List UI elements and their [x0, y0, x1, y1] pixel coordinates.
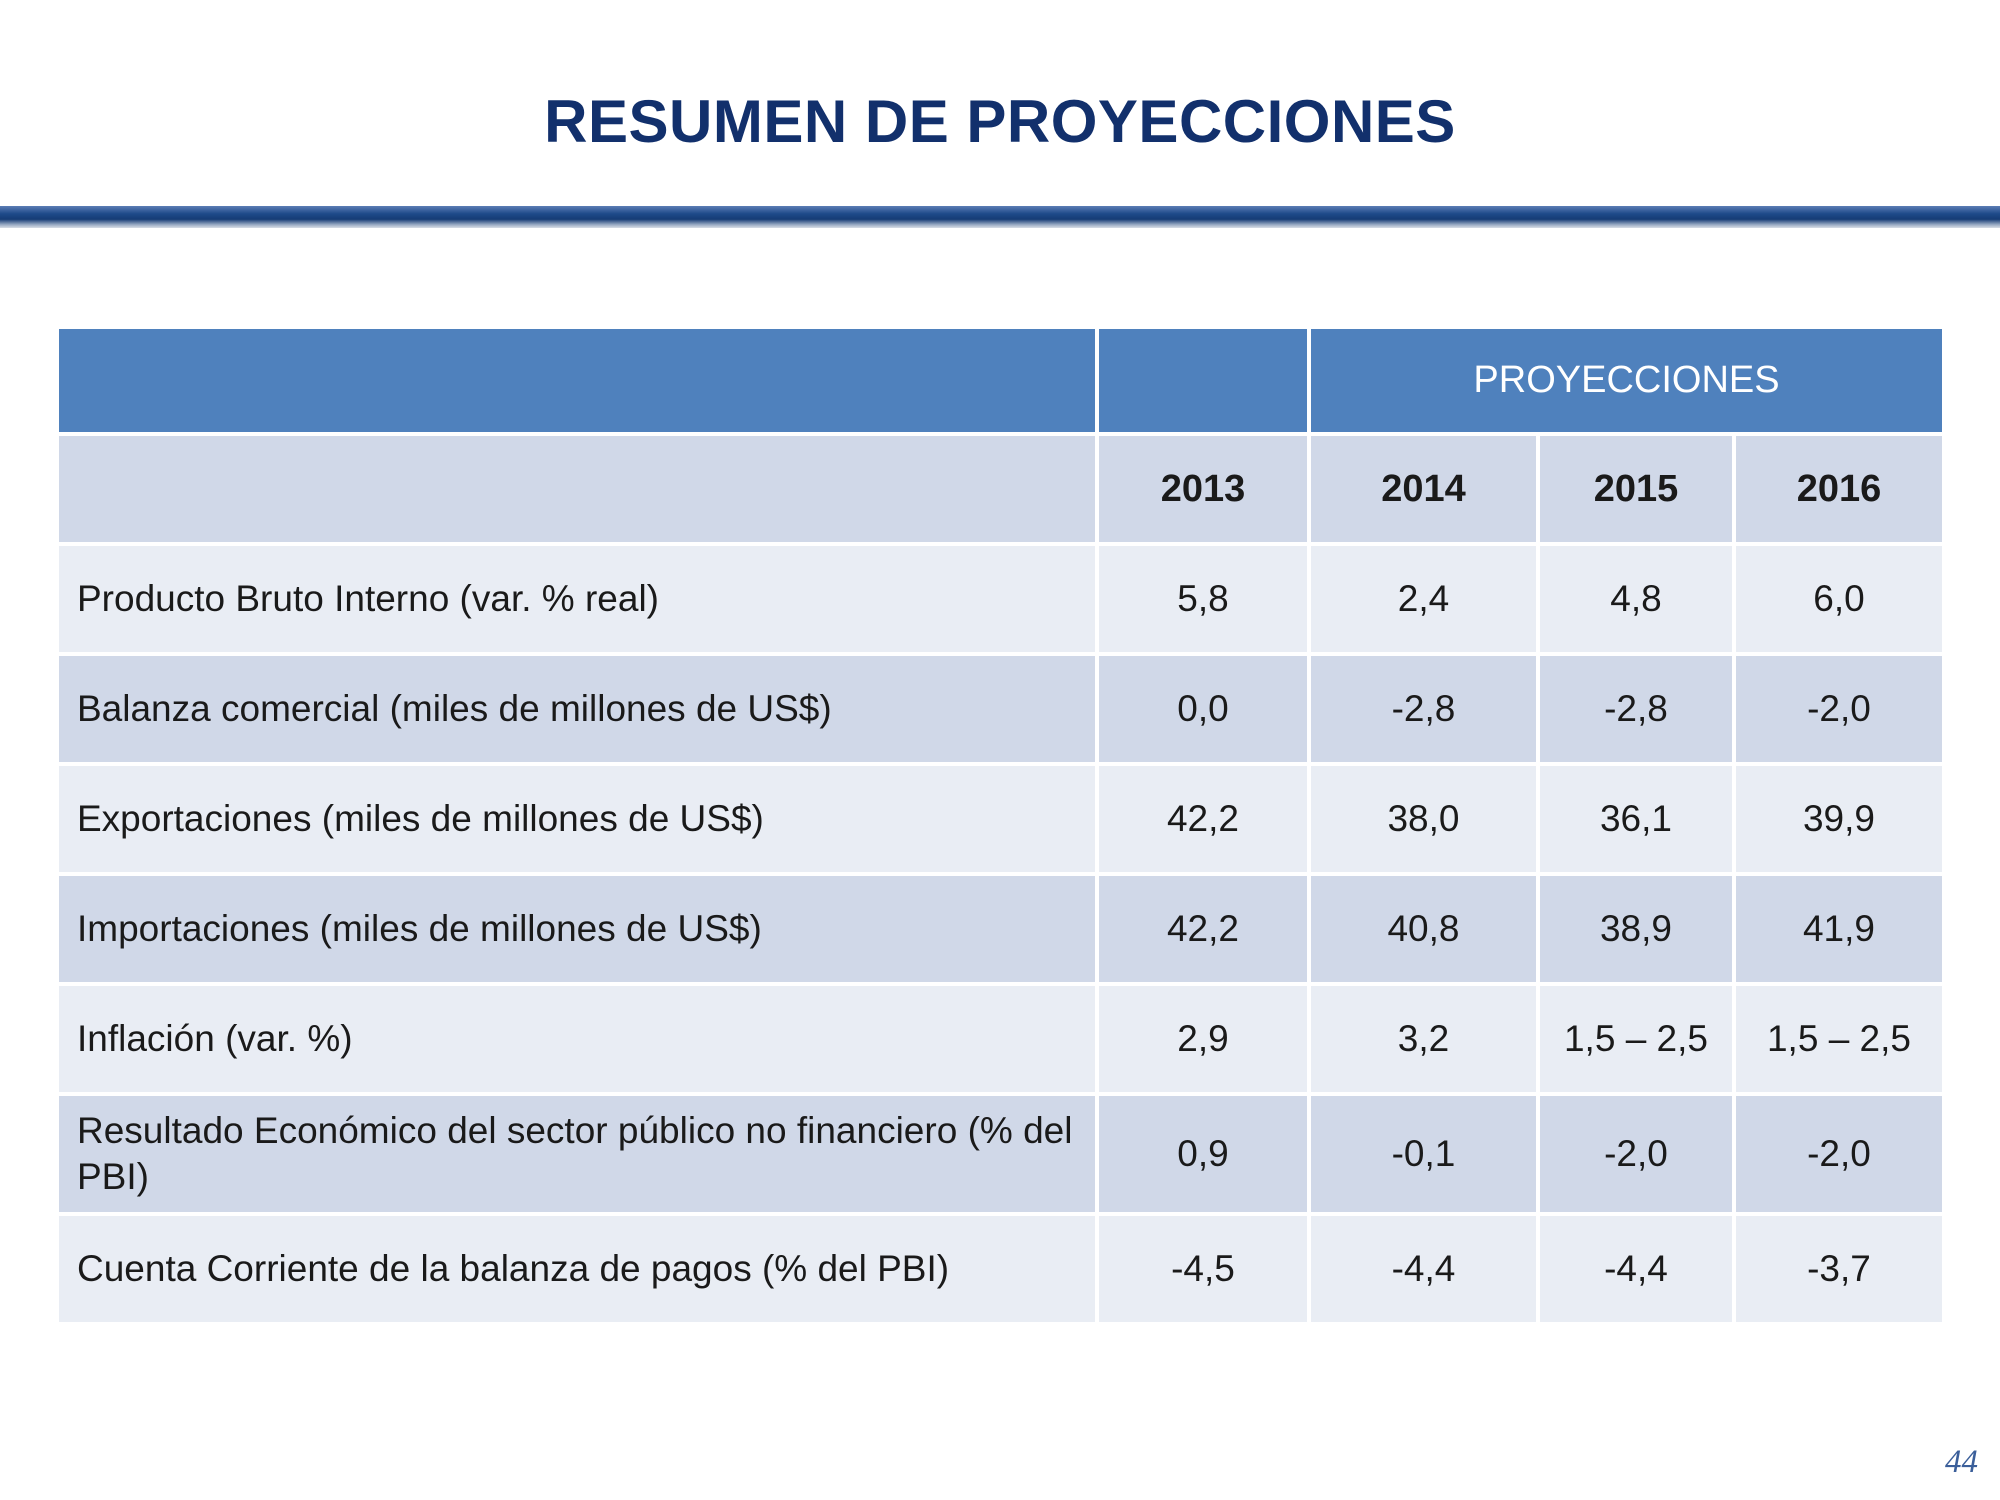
row-value: -0,1 [1307, 1092, 1540, 1216]
row-label: Cuenta Corriente de la balanza de pagos … [55, 1212, 1099, 1326]
row-value: 42,2 [1095, 872, 1311, 986]
row-value: 38,0 [1307, 762, 1540, 876]
row-value: -2,0 [1536, 1092, 1736, 1216]
row-label: Resultado Económico del sector público n… [55, 1092, 1099, 1216]
row-value: 0,0 [1095, 652, 1311, 766]
table-year-header-row: 2013 2014 2015 2016 [55, 432, 1946, 546]
header-empty-cell [1095, 325, 1311, 436]
table-row: Balanza comercial (miles de millones de … [55, 652, 1946, 766]
year-header-2014: 2014 [1307, 432, 1540, 546]
row-value: -4,4 [1307, 1212, 1540, 1326]
row-value: 2,9 [1095, 982, 1311, 1096]
row-value: 2,4 [1307, 542, 1540, 656]
row-label: Inflación (var. %) [55, 982, 1099, 1096]
table-row: Cuenta Corriente de la balanza de pagos … [55, 1212, 1946, 1326]
row-label: Exportaciones (miles de millones de US$) [55, 762, 1099, 876]
table-row: Exportaciones (miles de millones de US$)… [55, 762, 1946, 876]
projections-group-header: PROYECCIONES [1307, 325, 1946, 436]
row-value: 40,8 [1307, 872, 1540, 986]
projections-table: PROYECCIONES 2013 2014 2015 2016 Product… [55, 325, 1946, 1326]
projections-table-container: PROYECCIONES 2013 2014 2015 2016 Product… [55, 325, 1946, 1326]
title-divider [0, 206, 2000, 228]
year-header-2013: 2013 [1095, 432, 1311, 546]
row-label: Importaciones (miles de millones de US$) [55, 872, 1099, 986]
row-value: 0,9 [1095, 1092, 1311, 1216]
row-value: 36,1 [1536, 762, 1736, 876]
row-label: Balanza comercial (miles de millones de … [55, 652, 1099, 766]
row-value: -4,4 [1536, 1212, 1736, 1326]
header-empty-cell [55, 325, 1099, 436]
row-value: 38,9 [1536, 872, 1736, 986]
row-value: -4,5 [1095, 1212, 1311, 1326]
row-value: -2,0 [1732, 652, 1946, 766]
table-group-header-row: PROYECCIONES [55, 325, 1946, 436]
row-value: 5,8 [1095, 542, 1311, 656]
row-value: -3,7 [1732, 1212, 1946, 1326]
row-value: 1,5 – 2,5 [1732, 982, 1946, 1096]
row-value: 6,0 [1732, 542, 1946, 656]
row-value: -2,8 [1536, 652, 1736, 766]
row-value: 42,2 [1095, 762, 1311, 876]
year-header-2015: 2015 [1536, 432, 1736, 546]
row-value: 3,2 [1307, 982, 1540, 1096]
table-row: Inflación (var. %) 2,9 3,2 1,5 – 2,5 1,5… [55, 982, 1946, 1096]
table-row: Producto Bruto Interno (var. % real) 5,8… [55, 542, 1946, 656]
row-value: 4,8 [1536, 542, 1736, 656]
year-header-empty-cell [55, 432, 1099, 546]
row-value: 39,9 [1732, 762, 1946, 876]
row-label: Producto Bruto Interno (var. % real) [55, 542, 1099, 656]
table-row: Importaciones (miles de millones de US$)… [55, 872, 1946, 986]
table-row: Resultado Económico del sector público n… [55, 1092, 1946, 1216]
row-value: -2,0 [1732, 1092, 1946, 1216]
year-header-2016: 2016 [1732, 432, 1946, 546]
row-value: 1,5 – 2,5 [1536, 982, 1736, 1096]
row-value: 41,9 [1732, 872, 1946, 986]
page-number: 44 [1945, 1444, 1978, 1480]
row-value: -2,8 [1307, 652, 1540, 766]
slide-title: RESUMEN DE PROYECCIONES [544, 88, 1456, 155]
